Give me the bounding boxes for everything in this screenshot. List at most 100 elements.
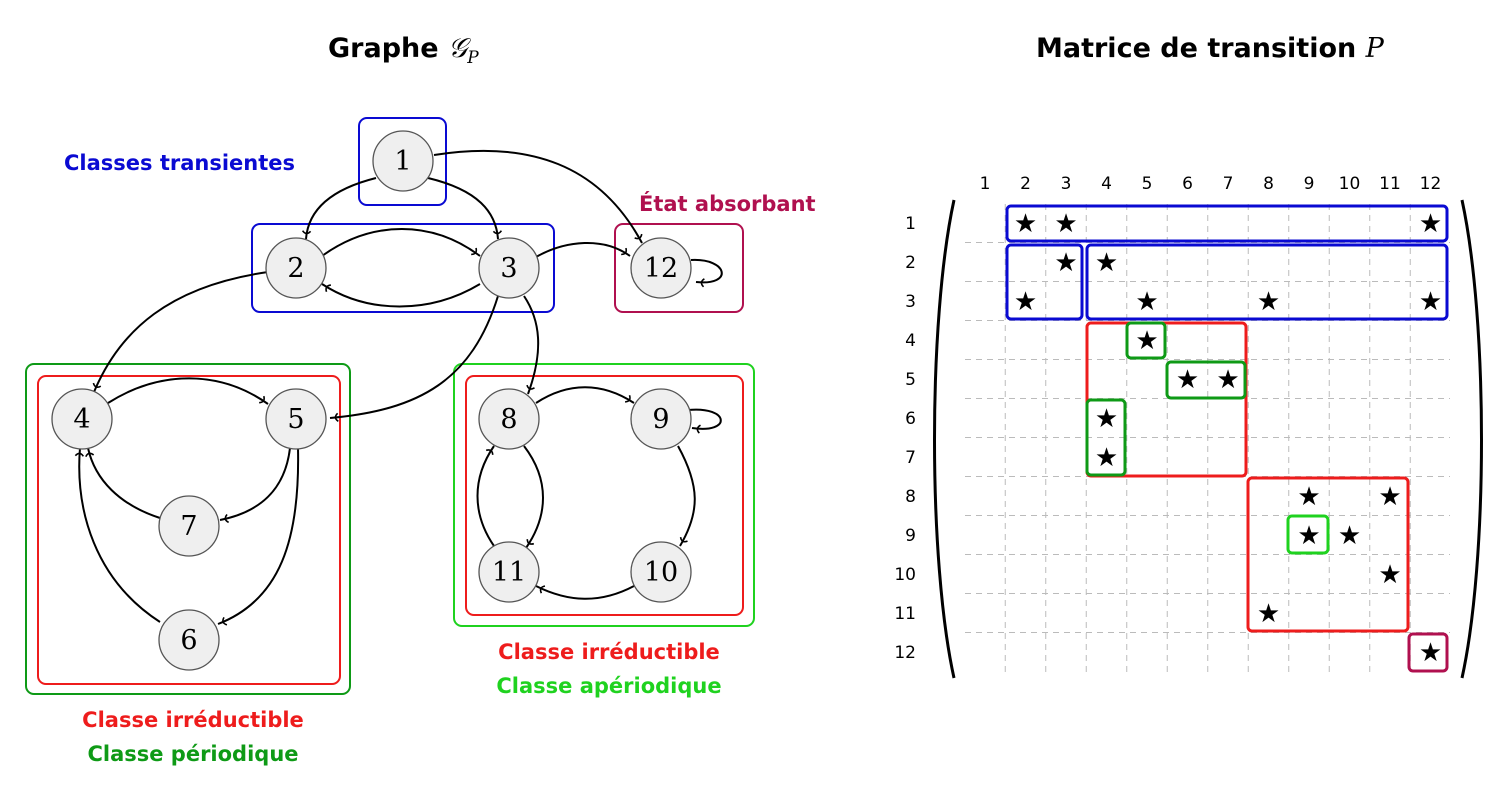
node-1: 1 — [372, 130, 434, 192]
node-2: 2 — [265, 237, 327, 299]
edge-9-10 — [677, 445, 696, 547]
node-11: 11 — [478, 541, 540, 603]
edge-5-6 — [217, 447, 300, 626]
row-label: 4 — [905, 331, 916, 351]
matrix-star: ★ — [1297, 482, 1320, 512]
svg-text:8: 8 — [500, 404, 517, 435]
edge-4-5 — [107, 377, 269, 405]
block-transient-2-3 — [1005, 243, 1084, 321]
graph-edges — [74, 149, 723, 626]
row-label: 3 — [905, 292, 916, 312]
row-label: 5 — [905, 370, 916, 390]
irreducible-class-box-right — [465, 375, 744, 616]
edge-9-9 — [687, 408, 722, 434]
matrix-star: ★ — [1257, 599, 1280, 629]
row-label: 7 — [905, 448, 916, 468]
node-4: 4 — [51, 388, 113, 450]
transient-classes-label: Classes transientes — [64, 151, 295, 175]
edge-7-4 — [85, 447, 161, 519]
svg-text:10: 10 — [644, 557, 678, 588]
matrix-star: ★ — [1135, 326, 1158, 356]
svg-text:9: 9 — [652, 404, 669, 435]
graph-title: Graphe 𝒢P — [328, 33, 479, 68]
matrix-star: ★ — [1419, 209, 1442, 239]
matrix-star: ★ — [1257, 287, 1280, 317]
row-label: 9 — [905, 526, 916, 546]
svg-text:2: 2 — [287, 253, 304, 284]
matrix-star: ★ — [1095, 248, 1118, 278]
block-periodic-5-67 — [1165, 360, 1247, 400]
matrix-star: ★ — [1378, 560, 1401, 590]
column-label: 7 — [1223, 174, 1234, 194]
matrix-star: ★ — [1297, 521, 1320, 551]
row-label: 12 — [894, 643, 916, 663]
irreducible-class-box-left — [37, 375, 341, 685]
periodic-class-box — [25, 363, 351, 695]
graph-nodes: 1 2 3 4 5 6 7 8 9 10 11 12 — [51, 130, 692, 671]
edge-8-11 — [523, 445, 544, 549]
node-7: 7 — [158, 495, 220, 557]
block-periodic-4-5 — [1125, 321, 1167, 360]
edge-10-11 — [535, 585, 635, 600]
column-label: 4 — [1101, 174, 1112, 194]
edge-1-2 — [301, 177, 377, 240]
edge-11-8 — [476, 445, 495, 547]
block-irreducible-4-7 — [1085, 321, 1248, 478]
column-label: 3 — [1061, 174, 1072, 194]
column-label: 10 — [1339, 174, 1361, 194]
node-5: 5 — [265, 388, 327, 450]
svg-text:7: 7 — [180, 511, 197, 542]
edge-5-7 — [219, 447, 291, 524]
column-label: 12 — [1420, 174, 1442, 194]
matrix-column-labels: 1 2 3 4 5 6 7 8 9 10 11 12 — [980, 174, 1442, 194]
block-transient-2-3-to-others — [1085, 243, 1449, 321]
matrix-star: ★ — [1419, 638, 1442, 668]
edge-2-3 — [321, 228, 481, 257]
column-label: 1 — [980, 174, 991, 194]
matrix-block-boxes — [1005, 204, 1449, 673]
column-label: 6 — [1182, 174, 1193, 194]
block-absorbing-12 — [1407, 632, 1449, 673]
matrix-star: ★ — [1054, 209, 1077, 239]
aperiodic-class-label: Classe apériodique — [496, 674, 721, 698]
row-label: 11 — [894, 604, 916, 624]
column-label: 5 — [1142, 174, 1153, 194]
absorbing-state-label: État absorbant — [639, 191, 816, 216]
matrix-stars: ★ ★ ★ ★ ★ ★ ★ ★ ★ ★ ★ ★ ★ ★ ★ ★ ★ ★ ★ ★ ★ — [1014, 209, 1442, 668]
edge-3-8 — [523, 295, 540, 395]
left-irreducible-label: Classe irréductible — [82, 708, 304, 732]
column-label: 11 — [1379, 174, 1401, 194]
transient-box-1 — [358, 117, 447, 206]
matrix-star: ★ — [1054, 248, 1077, 278]
edge-1-3 — [427, 177, 503, 240]
periodic-class-label: Classe périodique — [87, 742, 298, 766]
matrix-star: ★ — [1216, 365, 1239, 395]
node-12: 12 — [630, 237, 692, 299]
matrix-star: ★ — [1014, 209, 1037, 239]
right-irreducible-label: Classe irréductible — [498, 640, 720, 664]
matrix-star: ★ — [1338, 521, 1361, 551]
node-10: 10 — [630, 541, 692, 603]
node-9: 9 — [630, 388, 692, 450]
block-irreducible-8-11 — [1246, 476, 1410, 633]
svg-text:5: 5 — [287, 404, 304, 435]
svg-text:11: 11 — [492, 557, 526, 588]
block-periodic-67-4 — [1085, 398, 1127, 477]
node-8: 8 — [478, 388, 540, 450]
row-label: 6 — [905, 409, 916, 429]
matrix-star: ★ — [1176, 365, 1199, 395]
matrix-star: ★ — [1419, 287, 1442, 317]
node-6: 6 — [158, 609, 220, 671]
svg-text:6: 6 — [180, 625, 197, 656]
column-label: 2 — [1020, 174, 1031, 194]
edge-3-5 — [329, 295, 499, 422]
matrix-star: ★ — [1095, 404, 1118, 434]
column-label: 8 — [1263, 174, 1274, 194]
matrix-star: ★ — [1014, 287, 1037, 317]
svg-text:1: 1 — [394, 146, 411, 177]
edge-3-2 — [321, 283, 481, 308]
row-label: 1 — [905, 214, 916, 234]
block-transient-row-1 — [1005, 204, 1449, 243]
